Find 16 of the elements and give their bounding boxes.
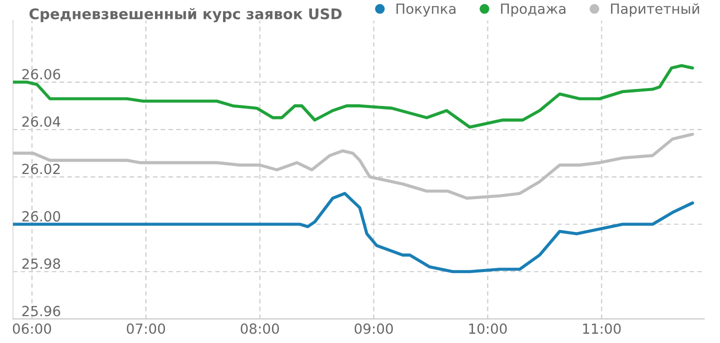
y-tick-label: 25.96 xyxy=(22,306,60,316)
x-tick-label: 07:00 xyxy=(126,323,166,334)
y-tick-label: 25.98 xyxy=(22,258,60,269)
x-tick-label: 10:00 xyxy=(469,323,507,334)
x-tick-label: 08:00 xyxy=(240,323,279,334)
x-tick-label: 06:00 xyxy=(12,323,52,334)
y-tick-label: 26.02 xyxy=(22,164,60,174)
y-tick-label: 26.04 xyxy=(22,116,60,127)
x-tick-label: 09:00 xyxy=(354,323,393,334)
y-tick-label: 26.00 xyxy=(22,211,60,222)
legend-label: Покупка xyxy=(396,4,456,17)
x-tick-label: 11:00 xyxy=(583,323,621,334)
y-tick-label: 26.06 xyxy=(22,68,60,80)
chart-title: Средневзвешенный курс заявок USD xyxy=(30,8,342,22)
legend-label: Паритетный xyxy=(611,3,700,17)
legend-label: Продажа xyxy=(501,4,566,17)
